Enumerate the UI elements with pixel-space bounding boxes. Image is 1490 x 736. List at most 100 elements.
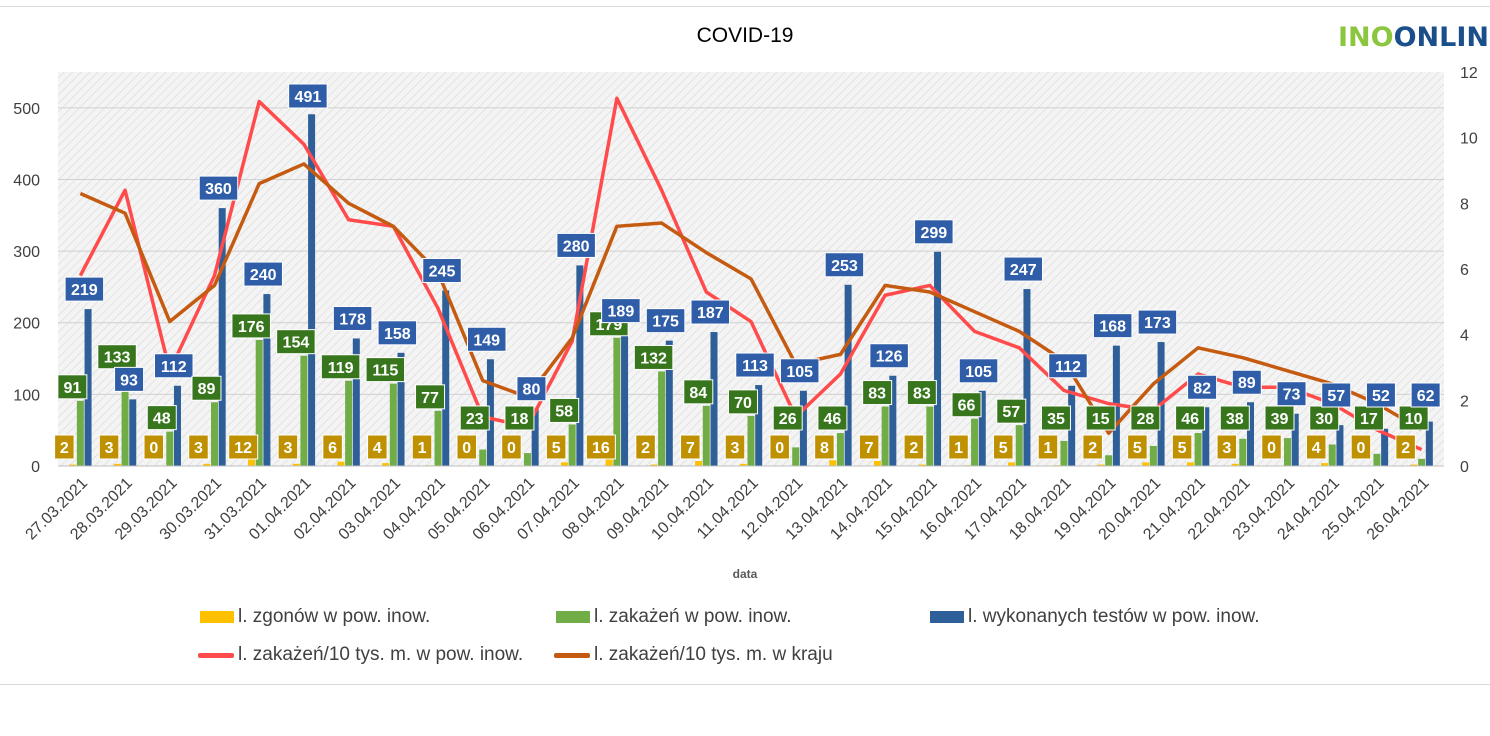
data-label-box <box>958 358 999 384</box>
data-label: 173 <box>1144 315 1171 332</box>
data-label: 57 <box>1327 388 1345 405</box>
data-label: 168 <box>1099 319 1126 336</box>
brand-logo-part2: ONLIN <box>1393 22 1490 53</box>
bar <box>1068 385 1076 466</box>
data-label-box <box>545 434 567 460</box>
bar <box>1291 413 1299 466</box>
data-label: 46 <box>824 411 842 428</box>
bar <box>218 208 226 467</box>
y2-tick-label: 6 <box>1460 262 1469 279</box>
data-label: 0 <box>507 440 516 457</box>
bar <box>747 415 755 466</box>
data-label-box <box>585 434 616 460</box>
bar <box>792 447 800 466</box>
data-label: 360 <box>205 181 232 198</box>
data-label: 245 <box>429 263 456 280</box>
data-label: 82 <box>1193 380 1211 397</box>
data-label-box <box>288 83 328 109</box>
data-label: 89 <box>198 381 216 398</box>
data-label-box <box>1187 374 1218 400</box>
data-label: 0 <box>149 440 158 457</box>
bar <box>1149 445 1157 466</box>
data-label-box <box>635 434 656 460</box>
data-label: 80 <box>523 382 541 399</box>
data-label: 112 <box>161 359 187 376</box>
data-label-box <box>377 320 418 346</box>
bar <box>389 383 397 466</box>
data-label: 23 <box>466 411 484 428</box>
data-label-box <box>1175 405 1206 431</box>
legend-swatch-rate-local <box>198 652 234 658</box>
bar <box>934 251 942 466</box>
bar <box>873 460 881 466</box>
data-label: 10 <box>1405 411 1423 428</box>
bar <box>337 461 345 466</box>
legend-item-deaths: l. zgonów w pow. inow. <box>200 606 430 628</box>
data-label-box <box>1137 309 1178 335</box>
data-label-box <box>1085 405 1116 431</box>
data-label: 46 <box>1181 411 1199 428</box>
data-label: 5 <box>1133 440 1142 457</box>
data-label: 219 <box>71 282 98 299</box>
legend-item-rate-local: l. zakażeń/10 tys. m. w pow. inow. <box>198 644 523 666</box>
bar <box>263 294 271 466</box>
data-label: 133 <box>104 350 131 367</box>
y-tick-label: 0 <box>31 459 40 476</box>
data-label-box <box>993 434 1014 460</box>
data-label-box <box>1305 434 1327 460</box>
x-axis-title: data <box>733 567 758 581</box>
bar <box>1015 425 1023 466</box>
data-label-box <box>367 434 388 460</box>
bar <box>1410 464 1418 466</box>
data-label-box <box>322 434 343 460</box>
legend-label-rate-country: l. zakażeń/10 tys. m. w kraju <box>594 644 833 665</box>
data-label-box <box>779 358 820 384</box>
data-label-box <box>98 434 120 460</box>
data-label: 158 <box>384 326 411 343</box>
data-label-box <box>64 276 105 302</box>
bar <box>621 330 629 466</box>
data-label-box <box>1395 434 1416 460</box>
data-label: 77 <box>421 390 439 407</box>
bar <box>889 375 897 466</box>
bar <box>560 462 568 466</box>
legend-label-deaths: l. zgonów w pow. inow. <box>238 606 431 627</box>
data-label-box <box>1309 405 1340 431</box>
bar <box>739 463 747 466</box>
bar <box>255 339 263 466</box>
chart-legend: l. zgonów w pow. inow. l. zakażeń w pow.… <box>190 606 1390 666</box>
data-label-box <box>411 434 433 460</box>
brand-logo: INOONLIN <box>1338 22 1490 53</box>
bar <box>1023 289 1031 466</box>
data-label: 2 <box>1401 440 1410 457</box>
lines <box>78 96 1423 452</box>
y2-tick-label: 4 <box>1460 328 1469 345</box>
data-label-box <box>228 434 259 460</box>
data-label: 4 <box>373 440 382 457</box>
data-label-box <box>188 434 209 460</box>
bar <box>1142 462 1150 466</box>
bar <box>881 406 889 466</box>
data-label: 115 <box>372 363 398 380</box>
data-label-box <box>948 434 969 460</box>
data-label-box <box>728 389 758 415</box>
data-label-box <box>690 299 731 325</box>
data-label: 187 <box>697 305 724 322</box>
data-label: 66 <box>958 398 976 415</box>
data-label: 62 <box>1417 388 1435 405</box>
y2-tick-label: 8 <box>1460 196 1469 213</box>
bar <box>76 400 84 466</box>
data-label: 73 <box>1283 387 1301 404</box>
bar <box>1097 464 1105 466</box>
data-label: 175 <box>652 314 679 331</box>
data-label-box <box>57 374 88 400</box>
data-labels: 2912193133930481123893601217624031544916… <box>54 83 1441 460</box>
bar <box>247 457 255 466</box>
data-label-box <box>906 380 937 406</box>
data-label-box <box>504 405 535 431</box>
data-label-box <box>1264 405 1295 431</box>
bar <box>755 385 763 466</box>
y-tick-label: 100 <box>13 387 40 404</box>
data-label: 112 <box>1055 359 1081 376</box>
data-label-box <box>1410 382 1441 408</box>
